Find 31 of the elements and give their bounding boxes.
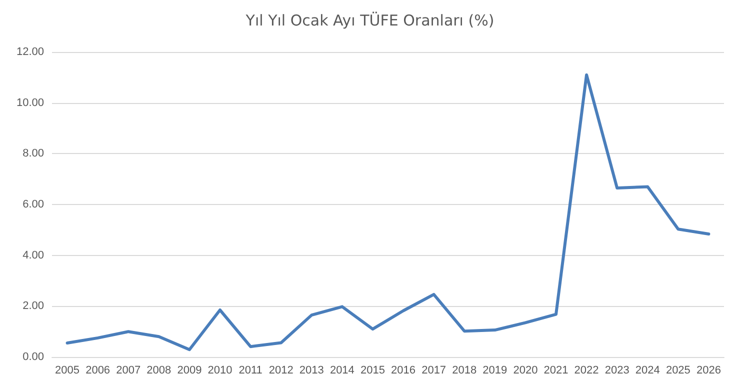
y-tick-label: 6.00 <box>22 198 44 210</box>
x-tick-label: 2016 <box>391 364 416 376</box>
chart-title: Yıl Yıl Ocak Ayı TÜFE Oranları (%) <box>244 12 494 30</box>
x-tick-label: 2005 <box>55 364 80 376</box>
x-tick-label: 2010 <box>208 364 232 376</box>
x-tick-label: 2006 <box>86 364 110 376</box>
x-tick-label: 2009 <box>177 364 202 376</box>
x-tick-label: 2015 <box>360 364 385 376</box>
x-tick-label: 2019 <box>482 364 508 376</box>
line-series <box>66 73 710 352</box>
x-tick-label: 2024 <box>635 364 660 376</box>
x-tick-label: 2023 <box>604 364 630 376</box>
y-tick-label: 12.00 <box>16 46 44 58</box>
y-tick-label: 2.00 <box>22 300 44 312</box>
x-tick-label: 2012 <box>268 364 294 376</box>
x-tick-label: 2014 <box>330 364 354 376</box>
y-tick-label: 10.00 <box>16 96 44 109</box>
x-tick-label: 2008 <box>146 364 172 376</box>
x-tick-label: 2021 <box>544 364 568 376</box>
x-tick-label: 2011 <box>238 364 262 376</box>
x-tick-label: 2013 <box>299 364 324 376</box>
x-tick-label: 2025 <box>666 364 690 376</box>
y-tick-label: 8.00 <box>22 148 44 160</box>
x-tick-label: 2022 <box>574 364 599 376</box>
x-tick-label: 2017 <box>422 364 446 376</box>
x-tick-label: 2026 <box>696 364 721 376</box>
y-tick-label: 4.00 <box>22 249 44 262</box>
x-tick-label: 2020 <box>513 364 538 376</box>
y-tick-label: 0.00 <box>22 351 44 363</box>
x-tick-label: 2018 <box>452 364 477 376</box>
x-tick-label: 2007 <box>116 364 141 376</box>
